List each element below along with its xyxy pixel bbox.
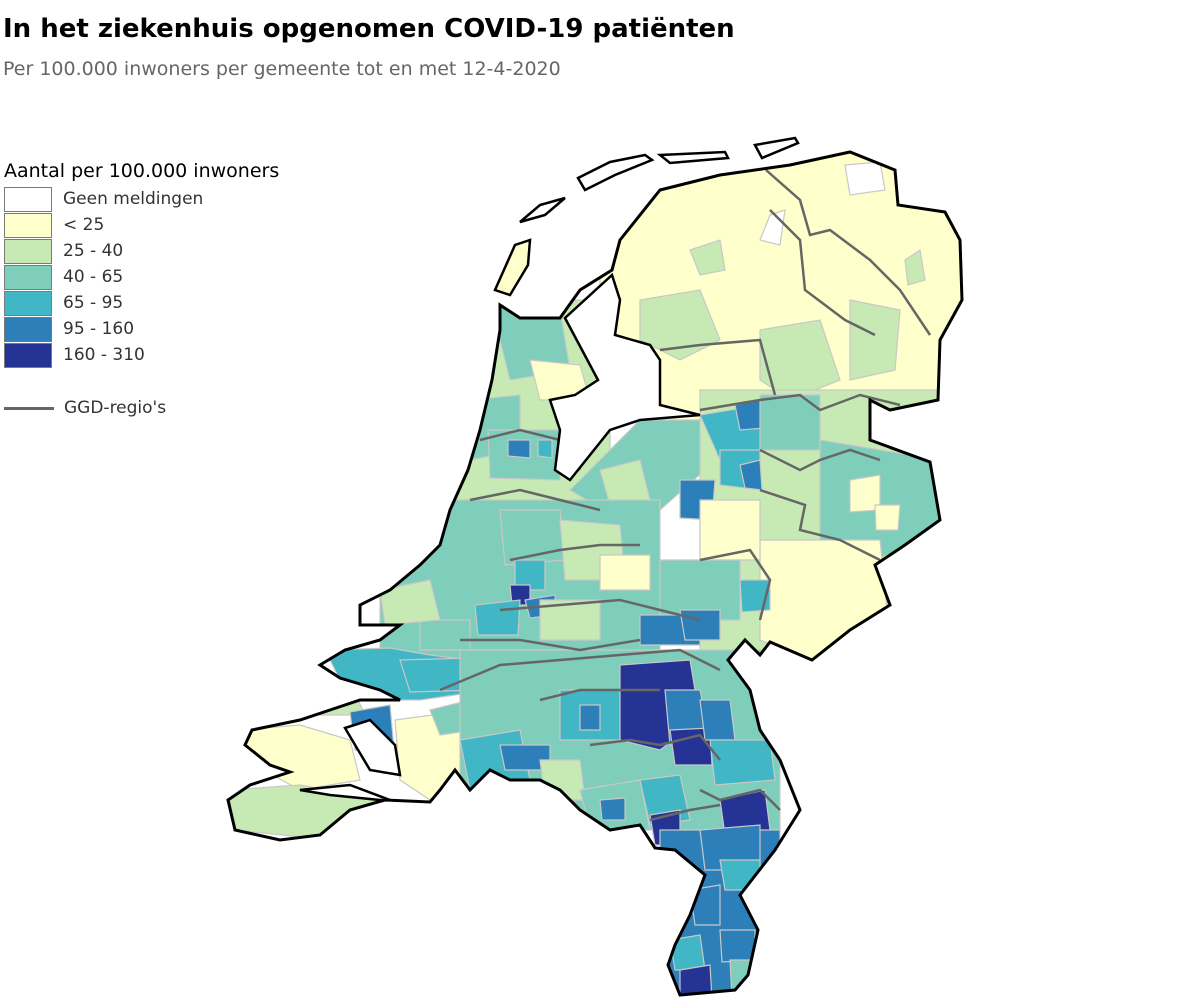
legend-item-160-310: 160 - 310	[4, 342, 324, 368]
legend-swatch	[4, 342, 52, 368]
legend-label: 25 - 40	[63, 241, 124, 261]
legend-title: Aantal per 100.000 inwoners	[4, 160, 280, 182]
legend-item-geen-meldingen: Geen meldingen	[4, 186, 324, 212]
country-outline	[226, 150, 964, 997]
wadden-islands	[493, 136, 800, 297]
legend-swatch	[4, 212, 52, 238]
water-bodies	[299, 272, 701, 802]
legend: Aantal per 100.000 inwoners Geen melding…	[4, 160, 324, 418]
map-subtitle: Per 100.000 inwoners per gemeente tot en…	[3, 58, 561, 80]
legend-item-25-40: 25 - 40	[4, 238, 324, 264]
legend-item-65-95: 65 - 95	[4, 290, 324, 316]
legend-item-ggd: GGD-regio's	[4, 398, 324, 418]
legend-swatch	[4, 290, 52, 316]
legend-swatch	[4, 316, 52, 342]
legend-label: 40 - 65	[63, 267, 124, 287]
map-title: In het ziekenhuis opgenomen COVID-19 pat…	[3, 14, 735, 44]
legend-label: Geen meldingen	[63, 189, 204, 209]
legend-label: GGD-regio's	[64, 398, 167, 418]
ggd-line-swatch	[4, 406, 54, 410]
legend-label: < 25	[63, 215, 105, 235]
legend-item-95-160: 95 - 160	[4, 316, 324, 342]
legend-label: 65 - 95	[63, 293, 124, 313]
legend-swatch	[4, 186, 52, 212]
legend-swatch	[4, 238, 52, 264]
legend-label: 160 - 310	[63, 345, 145, 365]
legend-item-lt25: < 25	[4, 212, 324, 238]
legend-label: 95 - 160	[63, 319, 135, 339]
legend-item-40-65: 40 - 65	[4, 264, 324, 290]
legend-swatch	[4, 264, 52, 290]
choropleth	[228, 152, 962, 995]
